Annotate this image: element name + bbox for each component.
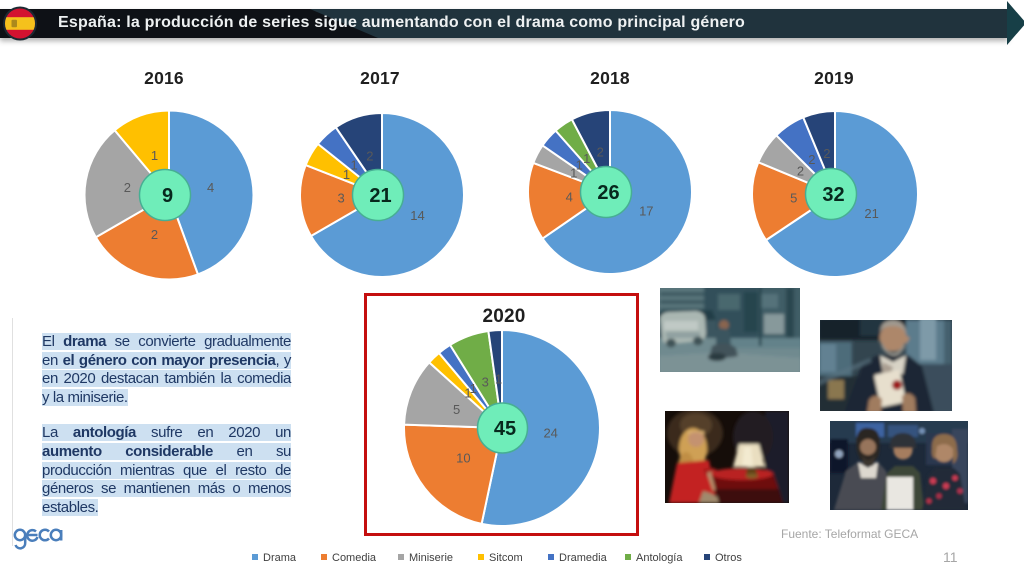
svg-text:14: 14 — [410, 208, 424, 223]
svg-text:45: 45 — [494, 418, 516, 440]
svg-text:1: 1 — [495, 372, 502, 387]
svg-text:1: 1 — [570, 165, 577, 180]
svg-text:1: 1 — [343, 167, 350, 182]
svg-text:5: 5 — [790, 191, 797, 206]
svg-text:10: 10 — [456, 451, 470, 466]
svg-text:1: 1 — [583, 151, 590, 166]
svg-text:2: 2 — [124, 180, 131, 195]
svg-text:1: 1 — [576, 157, 583, 172]
svg-text:1: 1 — [464, 385, 471, 400]
svg-text:21: 21 — [864, 206, 878, 221]
svg-text:1: 1 — [350, 157, 357, 172]
svg-text:24: 24 — [543, 426, 557, 441]
svg-text:3: 3 — [482, 375, 489, 390]
svg-text:5: 5 — [453, 402, 460, 417]
svg-text:2: 2 — [808, 152, 815, 167]
svg-text:4: 4 — [566, 189, 573, 204]
svg-text:21: 21 — [369, 185, 391, 207]
svg-text:1: 1 — [470, 381, 477, 396]
svg-text:26: 26 — [597, 182, 619, 204]
svg-text:2: 2 — [823, 146, 830, 161]
svg-text:32: 32 — [822, 184, 844, 206]
svg-text:4: 4 — [207, 180, 214, 195]
svg-text:17: 17 — [639, 204, 653, 219]
svg-text:2: 2 — [597, 145, 604, 160]
svg-text:1: 1 — [151, 148, 158, 163]
svg-text:3: 3 — [337, 191, 344, 206]
svg-text:9: 9 — [162, 185, 173, 207]
svg-text:2: 2 — [366, 148, 373, 163]
svg-text:2: 2 — [151, 227, 158, 242]
svg-text:2: 2 — [797, 163, 804, 178]
